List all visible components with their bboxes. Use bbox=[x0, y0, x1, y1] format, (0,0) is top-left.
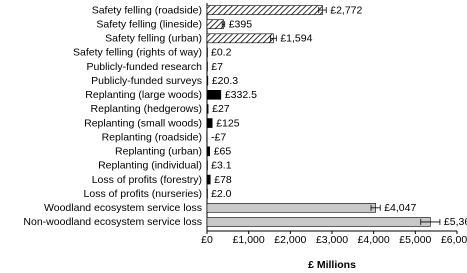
bar bbox=[206, 5, 323, 15]
x-tick-label: £0 bbox=[201, 234, 213, 246]
x-tick-label: £4,000 bbox=[358, 234, 390, 246]
value-label: £4,047 bbox=[384, 202, 416, 214]
error-bar bbox=[270, 35, 277, 42]
y-tick-label: Safety felling (roadside) bbox=[92, 4, 202, 16]
y-tick-label: Publicly-funded research bbox=[86, 61, 202, 73]
value-label: -£7 bbox=[211, 131, 226, 143]
bar bbox=[206, 217, 431, 227]
bar bbox=[206, 118, 213, 128]
x-tick-label: £5,000 bbox=[399, 234, 431, 246]
bar bbox=[206, 47, 208, 58]
error-bar bbox=[318, 7, 327, 14]
y-tick-label: Publicly-funded surveys bbox=[91, 75, 202, 87]
y-tick-label: Replanting (urban) bbox=[115, 146, 202, 158]
bar bbox=[206, 33, 274, 44]
value-label: £5,360 bbox=[444, 216, 467, 228]
y-tick-label: Safety felling (urban) bbox=[105, 33, 202, 45]
x-tick-label: £1,000 bbox=[233, 234, 265, 246]
bar bbox=[206, 132, 208, 142]
bar bbox=[206, 160, 208, 171]
value-label: £125 bbox=[216, 117, 240, 129]
bar bbox=[206, 104, 209, 114]
value-label: £7 bbox=[211, 61, 223, 73]
bar bbox=[206, 174, 211, 185]
y-tick-label: Safety felling (rights of way) bbox=[73, 47, 202, 59]
bar bbox=[206, 203, 376, 213]
error-bar bbox=[221, 21, 226, 28]
x-tick-label: £3,000 bbox=[316, 234, 348, 246]
value-label: £20.3 bbox=[212, 75, 238, 87]
y-tick-label: Safety felling (lineside) bbox=[96, 18, 202, 30]
x-tick-label: £6,000 bbox=[441, 234, 467, 246]
bar bbox=[206, 61, 208, 72]
x-tick-label: £2,000 bbox=[274, 234, 306, 246]
value-label: £78 bbox=[214, 174, 232, 186]
y-tick-label: Loss of profits (nurseries) bbox=[84, 188, 202, 200]
value-label: £2,772 bbox=[330, 4, 362, 16]
y-tick-label: Non-woodland ecosystem service loss bbox=[23, 216, 202, 228]
y-tick-label: Woodland ecosystem service loss bbox=[44, 202, 202, 214]
bar bbox=[206, 188, 208, 199]
y-tick-label: Replanting (roadside) bbox=[102, 131, 202, 143]
x-axis-label: £ Millions bbox=[308, 259, 356, 271]
error-bar bbox=[370, 204, 381, 211]
y-tick-label: Replanting (large woods) bbox=[85, 89, 202, 101]
error-bar bbox=[420, 218, 441, 225]
value-label: £3.1 bbox=[211, 160, 232, 172]
value-label: £2.0 bbox=[211, 188, 232, 200]
y-tick-label: Loss of profits (forestry) bbox=[92, 174, 202, 186]
bar bbox=[206, 75, 209, 86]
value-label: £332.5 bbox=[225, 89, 257, 101]
bar bbox=[206, 90, 222, 100]
value-label: £27 bbox=[212, 103, 230, 115]
value-label: £0.2 bbox=[211, 47, 232, 59]
y-tick-label: Replanting (hedgerows) bbox=[91, 103, 202, 115]
y-tick-label: Replanting (individual) bbox=[98, 160, 202, 172]
bar bbox=[206, 146, 211, 157]
value-label: £65 bbox=[214, 146, 232, 158]
value-label: £395 bbox=[229, 18, 253, 30]
value-label: £1,594 bbox=[280, 33, 312, 45]
bar bbox=[206, 19, 224, 29]
y-tick-label: Replanting (small woods) bbox=[84, 117, 202, 129]
